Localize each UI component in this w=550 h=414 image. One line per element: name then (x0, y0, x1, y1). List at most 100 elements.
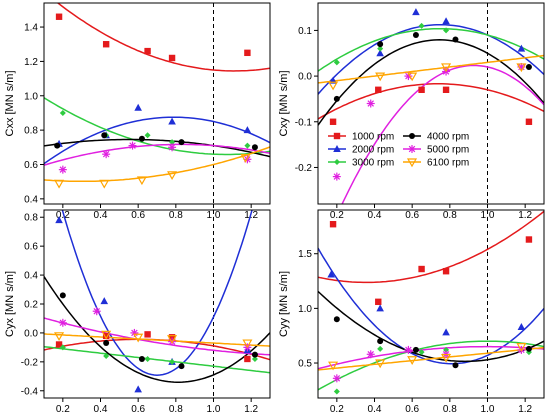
legend-label: 4000 rpm (427, 132, 469, 143)
data-point-1000-rpm (55, 341, 63, 348)
data-point-1000-rpm (102, 332, 110, 340)
data-point-2000-rpm (327, 270, 335, 278)
legend-label: 2000 rpm (352, 145, 394, 156)
x-tick-label: 0.8 (169, 404, 183, 414)
legend-marker (334, 159, 340, 165)
data-point-1000-rpm (375, 86, 382, 93)
data-point-2000-rpm (100, 297, 109, 305)
x-tick-label: 0.6 (131, 210, 145, 221)
data-point-2000-rpm (168, 117, 176, 125)
y-tick-label: 0.1 (298, 26, 312, 37)
data-point-5000-rpm (92, 307, 101, 316)
y-axis-label: Cyy [MN s/m] (278, 271, 290, 337)
x-tick-label: 0.2 (330, 404, 344, 414)
y-tick-label: 0.4 (24, 194, 38, 205)
x-tick-label: 0.8 (443, 210, 457, 221)
y-axis-label: Cyx [MN s/m] (4, 271, 16, 337)
fit-curve-3000-rpm (44, 345, 270, 374)
data-point-5000-rpm (58, 165, 67, 174)
data-point-4000-rpm (412, 31, 419, 38)
legend-marker (333, 145, 341, 152)
data-point-4000-rpm (377, 338, 384, 345)
data-point-3000-rpm (443, 27, 450, 34)
y-tick-label: -0.1 (295, 117, 313, 128)
y-axis-label: Cxx [MN s/m] (4, 71, 16, 137)
data-point-1000-rpm (525, 118, 533, 125)
data-point-5000-rpm (102, 150, 111, 159)
data-point-6100-rpm (328, 361, 339, 371)
y-axis-label: Cxy [MN s/m] (278, 71, 290, 137)
fit-curve-2000-rpm (318, 23, 544, 95)
data-point-5000-rpm (332, 172, 341, 181)
data-point-6100-rpm (242, 339, 253, 349)
fit-curve-1000-rpm (318, 83, 544, 120)
fit-curve-5000-rpm (318, 345, 544, 370)
x-tick-label: 1.0 (481, 210, 495, 221)
y-tick-label: 0.6 (24, 242, 38, 253)
plot-area (44, 3, 270, 189)
fit-curve-5000-rpm (341, 64, 544, 204)
data-point-6100-rpm (441, 353, 452, 363)
data-point-1000-rpm (144, 331, 151, 338)
panel-3: 0.2 0.4 0.6 0.8 1.0 1.2 -0.4 -0.2 0.0 0.2 0.4 0.6 0.… (4, 209, 271, 414)
data-point-4000-rpm (412, 346, 419, 353)
data-point-4000-rpm (101, 132, 108, 139)
data-point-4000-rpm (138, 135, 145, 142)
plot-frame (317, 2, 545, 205)
data-point-4000-rpm (178, 139, 185, 146)
data-point-2000-rpm (134, 385, 142, 393)
data-point-2000-rpm (376, 49, 384, 57)
fit-curve-2000-rpm (44, 116, 270, 165)
data-point-2000-rpm (55, 216, 63, 224)
data-point-3000-rpm (244, 142, 251, 149)
plot-area (318, 8, 544, 204)
fit-curve-6100-rpm (318, 346, 544, 371)
data-point-2000-rpm (376, 304, 384, 312)
data-point-2000-rpm (412, 8, 420, 16)
data-point-3000-rpm (103, 353, 110, 360)
fit-curve-3000-rpm (44, 97, 270, 156)
y-tick-label: 0.8 (24, 126, 38, 137)
y-tick-label: -0.2 (295, 163, 313, 174)
fit-curve-5000-rpm (44, 317, 270, 356)
data-point-5000-rpm (366, 350, 375, 359)
data-point-1000-rpm (442, 268, 450, 275)
x-tick-label: 0.2 (330, 210, 344, 221)
data-point-1000-rpm (375, 298, 382, 306)
data-point-4000-rpm (178, 363, 185, 370)
y-tick-label: 1.0 (298, 304, 312, 315)
plot-frame (43, 2, 271, 205)
y-tick-label: 0.8 (24, 213, 38, 224)
x-tick-label: 0.4 (94, 210, 108, 221)
data-point-5000-rpm (128, 141, 137, 150)
data-point-1000-rpm (168, 334, 176, 341)
data-point-6100-rpm (407, 356, 418, 365)
y-tick-label: -0.4 (21, 386, 39, 397)
data-point-6100-rpm (240, 154, 251, 163)
data-point-6100-rpm (516, 343, 527, 352)
data-point-6100-rpm (328, 81, 339, 91)
data-point-5000-rpm (404, 345, 413, 354)
data-point-1000-rpm (244, 49, 251, 57)
plot-frame (317, 209, 545, 399)
data-point-3000-rpm (377, 45, 384, 52)
data-point-6100-rpm (407, 72, 418, 82)
data-point-4000-rpm (333, 95, 340, 102)
fit-curve-2000-rpm (61, 210, 253, 376)
fit-curve-4000-rpm (44, 138, 270, 158)
x-tick-label: 0.6 (405, 404, 419, 414)
x-tick-label: 0.8 (169, 210, 183, 221)
y-tick-label: -0.2 (21, 357, 39, 368)
data-point-3000-rpm (418, 349, 425, 356)
data-point-3000-rpm (59, 109, 66, 116)
legend-marker (333, 132, 341, 140)
x-tick-label: 1.0 (481, 404, 495, 414)
data-point-3000-rpm (333, 388, 340, 395)
legend-label: 1000 rpm (352, 132, 394, 143)
data-point-1000-rpm (329, 118, 337, 125)
data-point-1000-rpm (244, 355, 251, 363)
data-point-2000-rpm (442, 17, 450, 25)
data-point-3000-rpm (251, 355, 258, 362)
